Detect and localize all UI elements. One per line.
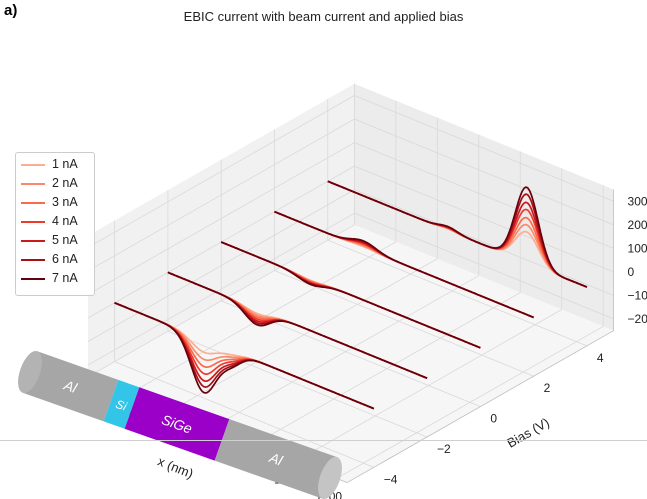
legend-swatch bbox=[21, 202, 45, 204]
series-line-7-nA-bias-0 bbox=[220, 241, 481, 349]
legend-label: 1 nA bbox=[52, 157, 78, 171]
legend-swatch bbox=[21, 221, 45, 223]
nanowire-segment bbox=[214, 419, 338, 499]
gridline bbox=[87, 142, 355, 295]
legend-swatch bbox=[21, 278, 45, 280]
y-tick-label: −2 bbox=[437, 442, 451, 456]
gridline bbox=[167, 330, 428, 438]
nanowire-segment-label: Si bbox=[114, 397, 129, 414]
gridline bbox=[274, 270, 534, 377]
z-tick-label: 0 bbox=[628, 265, 635, 279]
nanowire-segment bbox=[22, 351, 119, 422]
gridline bbox=[354, 165, 614, 273]
z-tick-label: 100 bbox=[628, 241, 647, 255]
legend-label: 4 nA bbox=[52, 214, 78, 228]
gridline bbox=[354, 212, 614, 320]
series-lines bbox=[114, 180, 588, 410]
nanowire-segment-label: Al bbox=[267, 449, 286, 469]
gridline bbox=[87, 95, 355, 248]
y-axis-label: Bias (V) bbox=[504, 415, 552, 451]
nanowire-right-cap bbox=[318, 456, 342, 499]
gridline bbox=[354, 118, 614, 226]
series-line-7-nA-bias-4 bbox=[327, 180, 588, 288]
legend-label: 2 nA bbox=[52, 176, 78, 190]
z-tick-label: −100 bbox=[628, 288, 647, 302]
z-tick-label: −200 bbox=[628, 312, 647, 326]
gridline bbox=[87, 165, 355, 319]
y-axis-line bbox=[346, 330, 614, 483]
gridline bbox=[114, 361, 374, 468]
legend: 1 nA 2 nA 3 nA 4 nA 5 nA 6 nA 7 nA bbox=[15, 152, 95, 296]
z-tick-label: 200 bbox=[628, 218, 647, 232]
x-axis-label: x (nm) bbox=[156, 454, 196, 482]
y-tick-label: 0 bbox=[490, 412, 497, 426]
legend-label: 7 nA bbox=[52, 271, 78, 285]
gridline bbox=[87, 118, 355, 272]
nanowire-segment bbox=[124, 387, 230, 461]
gridline bbox=[354, 95, 614, 202]
y-tick-label: 2 bbox=[544, 381, 551, 395]
gridline bbox=[87, 212, 355, 366]
legend-swatch bbox=[21, 164, 45, 166]
gridline bbox=[354, 189, 614, 296]
nanowire-left-cap bbox=[18, 350, 42, 394]
series-line-7-nA-bias--4 bbox=[114, 302, 375, 410]
panel-label: a) bbox=[4, 2, 18, 19]
legend-swatch bbox=[21, 240, 45, 242]
series-line-7-nA-bias--2 bbox=[167, 271, 428, 379]
series-line-7-nA-bias-2 bbox=[274, 210, 534, 319]
legend-label: 3 nA bbox=[52, 195, 78, 209]
gridline bbox=[354, 142, 614, 249]
legend-swatch bbox=[21, 259, 45, 261]
chart-title: EBIC current with beam current and appli… bbox=[183, 9, 464, 24]
nanowire-segment bbox=[103, 379, 140, 429]
legend-label: 5 nA bbox=[52, 233, 78, 247]
nanowire-segment-label: Al bbox=[61, 376, 80, 396]
separator-line bbox=[0, 440, 647, 441]
y-tick-label: −4 bbox=[384, 472, 398, 486]
gridline bbox=[327, 239, 588, 347]
gridline bbox=[87, 189, 355, 342]
legend-swatch bbox=[21, 183, 45, 185]
z-tick-label: 300 bbox=[628, 194, 647, 208]
legend-label: 6 nA bbox=[52, 252, 78, 266]
y-tick-label: 4 bbox=[597, 351, 604, 365]
